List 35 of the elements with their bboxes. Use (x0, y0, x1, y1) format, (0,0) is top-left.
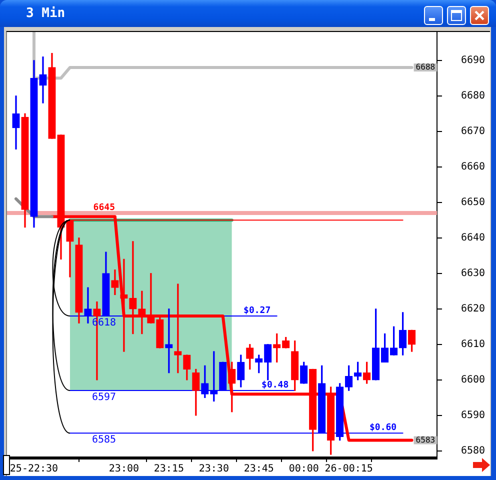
series-label: 6597 (92, 392, 116, 404)
annotation: $0.27 (244, 306, 271, 316)
data-label: 6688 (416, 62, 436, 72)
y-tick-label: 6690 (461, 54, 486, 66)
y-tick-label: 6580 (461, 445, 486, 456)
y-tick-label: 6650 (461, 196, 486, 208)
candlestick (39, 56, 47, 104)
x-tick-label: 23:30 (198, 464, 229, 475)
candlestick (138, 290, 146, 334)
x-tick-label: 23:45 (244, 464, 274, 475)
annotation: 6645 (93, 203, 115, 214)
x-tick-label: 00:00 (288, 464, 319, 475)
candlestick (174, 284, 182, 374)
data-label: 6583 (416, 435, 436, 444)
annotation: $0.60 (369, 423, 397, 434)
annotation: $0.48 (262, 380, 289, 391)
y-tick-label: 6600 (461, 374, 486, 386)
y-tick-label: 6610 (461, 338, 486, 350)
candlestick (120, 258, 128, 352)
y-tick-label: 6620 (461, 303, 486, 314)
x-tick-label: 23:15 (154, 464, 184, 475)
x-tick-label: 26-00:15 (324, 464, 373, 475)
chart-title: 3 Min (26, 6, 66, 21)
x-tick-label: 25-22:30 (10, 464, 58, 475)
y-tick-label: 6670 (461, 126, 486, 137)
y-tick-label: 6680 (461, 90, 486, 102)
candlestick (165, 308, 173, 374)
y-tick-label: 6660 (461, 161, 486, 172)
y-tick-label: 6640 (461, 232, 486, 244)
y-tick-label: 6590 (461, 410, 486, 421)
candlestick (129, 241, 137, 334)
y-tick-label: 6630 (461, 268, 486, 279)
series-label: 6585 (92, 434, 116, 446)
x-tick-label: 23:00 (108, 464, 139, 475)
candlestick (147, 273, 155, 324)
